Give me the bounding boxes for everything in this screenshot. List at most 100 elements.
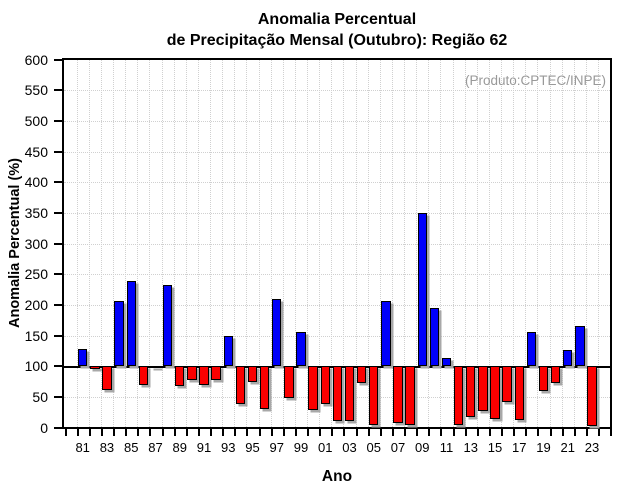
bar-03: [344, 366, 355, 422]
x-axis-tick-label: 85: [123, 440, 139, 455]
bar-89: [175, 366, 185, 386]
x-axis-label: Ano: [321, 468, 353, 485]
x-axis-tick-label: 23: [584, 440, 600, 455]
x-axis-tick: [464, 429, 467, 436]
x-axis-tick: [501, 429, 504, 436]
bar-14: [478, 366, 488, 411]
y-axis-tick: [54, 181, 62, 184]
bar-85: [126, 280, 136, 367]
bar-05: [369, 366, 379, 426]
horizontal-gridline: [64, 304, 610, 306]
vertical-gridline: [488, 60, 490, 427]
vertical-gridline: [404, 60, 406, 427]
x-axis-tick-label: 83: [99, 440, 115, 455]
y-axis-tick-label: 150: [24, 327, 48, 344]
bar-96: [259, 366, 270, 410]
vertical-gridline: [307, 60, 309, 427]
bar-06: [381, 301, 391, 367]
vertical-gridline: [391, 60, 393, 427]
y-axis-tick-label: 200: [24, 296, 48, 313]
bar-01: [320, 366, 330, 405]
x-axis-tick: [137, 429, 140, 436]
vertical-gridline: [355, 60, 357, 427]
x-axis-tick: [561, 429, 564, 436]
vertical-gridline: [561, 60, 563, 427]
x-axis-tick: [210, 429, 212, 436]
bar-97: [272, 298, 282, 367]
y-axis-tick: [54, 58, 62, 61]
x-axis-tick: [488, 429, 491, 436]
bar-83: [102, 366, 112, 391]
x-axis-tick: [149, 429, 152, 436]
x-axis-tick: [598, 429, 601, 436]
bar-07: [393, 366, 403, 424]
vertical-gridline: [428, 60, 430, 427]
x-axis-tick-label: 81: [75, 440, 90, 455]
chart-title-line1: Anomalia Percentual: [257, 11, 417, 28]
vertical-gridline: [88, 60, 90, 427]
x-axis-tick-label: 15: [487, 440, 503, 455]
x-axis-tick-label: 11: [439, 440, 454, 455]
vertical-gridline: [537, 60, 539, 427]
y-axis-tick-label: 550: [24, 82, 48, 99]
x-axis-tick: [343, 429, 346, 436]
vertical-gridline: [113, 60, 114, 427]
y-axis-tick-label: 0: [40, 419, 48, 436]
y-axis-tick-label: 600: [24, 51, 48, 68]
x-axis-tick: [76, 429, 79, 436]
x-axis-tick: [246, 429, 249, 436]
bar-21: [563, 349, 573, 367]
y-axis-tick-label: 450: [24, 143, 48, 160]
y-axis-tick: [54, 119, 62, 122]
bar-19: [538, 366, 549, 392]
x-axis-tick-label: 01: [317, 440, 333, 455]
vertical-gridline: [282, 60, 284, 427]
bar-09: [417, 212, 427, 367]
y-axis-tick: [54, 89, 62, 92]
y-axis-tick: [54, 395, 62, 398]
horizontal-gridline: [64, 243, 610, 245]
bar-17: [514, 366, 524, 421]
x-axis-tick-label: 97: [269, 440, 284, 455]
chart-title-line2: de Precipitação Mensal (Outubro): Região…: [166, 32, 508, 49]
x-axis-tick: [404, 429, 407, 436]
vertical-gridline: [100, 60, 102, 427]
x-axis-tick-label: 93: [220, 440, 236, 455]
x-axis-tick: [391, 429, 394, 436]
vertical-gridline: [513, 60, 515, 427]
bar-87: [150, 366, 161, 369]
bar-20: [550, 366, 561, 384]
vertical-gridline: [258, 60, 260, 427]
bar-02: [332, 366, 343, 421]
horizontal-gridline: [64, 274, 610, 276]
x-axis-tick-label: 99: [293, 440, 309, 455]
bar-94: [235, 366, 246, 405]
x-axis-tick: [234, 429, 237, 436]
vertical-gridline: [137, 60, 139, 427]
chart-title: Anomalia Percentual de Precipitação Mens…: [45, 9, 629, 51]
x-axis-tick: [440, 429, 443, 436]
y-axis-tick-label: 300: [24, 235, 48, 252]
x-axis-tick: [610, 429, 613, 436]
x-axis-tick: [197, 429, 200, 436]
x-axis-tick: [525, 429, 528, 436]
y-axis-tick: [54, 211, 62, 214]
x-axis-tick-label: 19: [536, 440, 551, 455]
x-axis-tick: [282, 429, 285, 436]
vertical-gridline: [343, 60, 345, 427]
x-axis-tick: [549, 429, 552, 436]
bar-99: [296, 331, 306, 367]
y-axis-tick: [54, 365, 62, 368]
vertical-gridline: [367, 60, 369, 427]
x-axis-tick: [476, 429, 479, 436]
bar-98: [284, 366, 294, 399]
x-axis-tick: [355, 429, 358, 436]
y-axis-tick: [54, 150, 62, 153]
x-axis-tick: [222, 429, 225, 436]
horizontal-gridline: [64, 151, 610, 153]
bar-90: [187, 366, 197, 381]
y-axis-tick: [54, 303, 62, 306]
bar-92: [211, 366, 221, 381]
x-axis-tick: [270, 429, 273, 436]
y-axis-tick-label: 50: [32, 388, 48, 405]
